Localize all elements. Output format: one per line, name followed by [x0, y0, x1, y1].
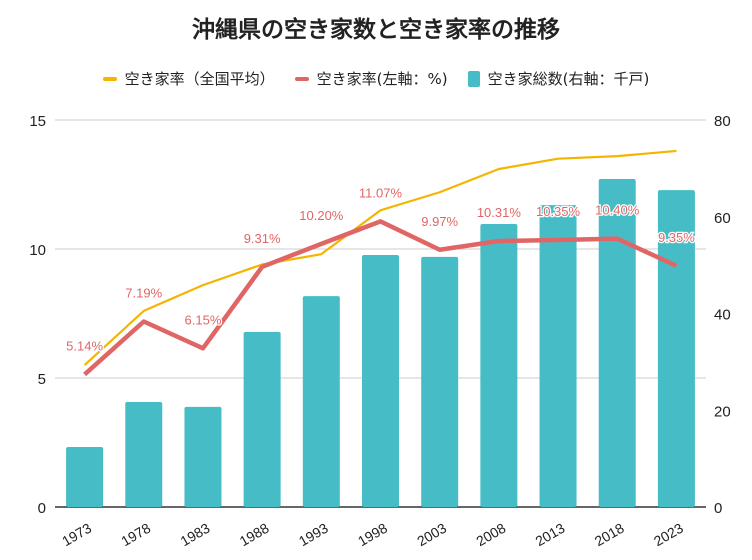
data-label: 10.35% [536, 204, 581, 219]
right-tick-label: 0 [714, 500, 722, 517]
x-tick-label: 1998 [355, 520, 390, 550]
data-label: 10.20% [299, 208, 344, 223]
bar-1978 [125, 402, 163, 507]
bar-1988 [243, 331, 281, 507]
legend-label: 空き家率(左軸：%) [316, 70, 448, 88]
bar-1983 [184, 406, 222, 507]
data-label: 9.97% [421, 214, 458, 229]
legend-label: 空き家率（全国平均） [124, 70, 275, 88]
left-tick-label: 10 [29, 242, 46, 259]
x-tick-label: 2008 [473, 520, 508, 550]
data-label: 9.35% [658, 230, 695, 245]
bar-2013 [539, 205, 577, 507]
x-tick-label: 1973 [59, 520, 94, 550]
right-tick-label: 40 [714, 307, 731, 324]
data-label: 6.15% [185, 312, 222, 327]
data-label: 9.31% [244, 231, 281, 246]
right-tick-label: 60 [714, 210, 731, 227]
bar-2023 [657, 190, 695, 508]
data-label: 7.19% [125, 285, 162, 300]
x-tick-label: 2013 [533, 520, 568, 550]
x-tick-label: 2018 [592, 520, 627, 550]
bar-1993 [302, 296, 340, 507]
legend-item-vacant-total: 空き家総数(右軸：千戸) [467, 68, 650, 89]
right-tick-label: 80 [714, 113, 731, 130]
legend-swatch-red [294, 76, 309, 81]
legend-label: 空き家総数(右軸：千戸) [487, 70, 650, 88]
data-label: 5.14% [66, 338, 103, 353]
x-tick-label: 1988 [237, 520, 272, 550]
data-label: 10.40% [595, 203, 640, 218]
left-tick-label: 15 [29, 113, 46, 130]
bar-2003 [421, 256, 459, 507]
right-tick-label: 20 [714, 403, 731, 420]
bar-1973 [66, 447, 104, 507]
x-tick-label: 1978 [118, 520, 153, 550]
x-tick-label: 2003 [414, 520, 449, 550]
legend-item-okinawa-rate: 空き家率(左軸：%) [294, 68, 448, 89]
x-tick-label: 1993 [296, 520, 331, 550]
bar-2008 [480, 224, 518, 507]
legend: 空き家率（全国平均） 空き家率(左軸：%) 空き家総数(右軸：千戸) [0, 68, 752, 89]
x-tick-label: 1983 [177, 520, 212, 550]
bar-1998 [362, 254, 399, 507]
legend-swatch-teal [467, 70, 480, 87]
left-tick-label: 0 [38, 500, 46, 517]
x-tick-label: 2023 [651, 520, 686, 550]
bar-2018 [598, 179, 636, 507]
data-label: 10.31% [477, 205, 522, 220]
legend-swatch-yellow [102, 76, 117, 81]
left-tick-label: 5 [38, 371, 46, 388]
chart-title: 沖縄県の空き家数と空き家率の推移 [192, 17, 560, 43]
legend-item-national-rate: 空き家率（全国平均） [102, 68, 275, 89]
data-label: 11.07% [359, 185, 403, 200]
